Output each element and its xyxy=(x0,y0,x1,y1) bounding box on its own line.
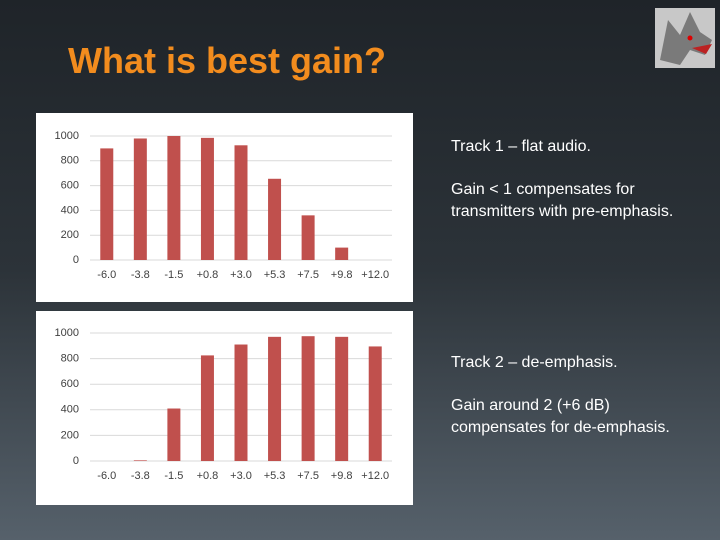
chart-box xyxy=(36,113,413,302)
x-tick-label: -1.5 xyxy=(164,470,183,482)
x-tick-label: +3.0 xyxy=(230,470,252,482)
x-tick-label: +3.0 xyxy=(230,269,252,281)
x-tick-label: +7.5 xyxy=(297,470,319,482)
bar xyxy=(268,336,282,461)
x-tick-label: +0.8 xyxy=(197,470,219,482)
y-tick-label: 1000 xyxy=(55,327,79,339)
x-tick-label: +5.3 xyxy=(264,269,286,281)
bar xyxy=(301,336,315,461)
y-tick-label: 0 xyxy=(73,254,79,266)
y-tick-label: 400 xyxy=(61,204,79,216)
x-tick-label: -1.5 xyxy=(164,269,183,281)
slide-title: What is best gain? xyxy=(68,40,387,81)
bar xyxy=(335,247,349,260)
bar xyxy=(200,137,214,260)
x-tick-label: -6.0 xyxy=(97,269,116,281)
x-tick-label: +7.5 xyxy=(297,269,319,281)
bar xyxy=(335,336,349,461)
bar xyxy=(133,460,147,461)
x-tick-label: -3.8 xyxy=(131,470,150,482)
bar xyxy=(200,355,214,461)
bar xyxy=(268,178,282,260)
bar xyxy=(133,138,147,260)
x-tick-label: +9.8 xyxy=(331,470,353,482)
x-tick-label: +9.8 xyxy=(331,269,353,281)
y-tick-label: 200 xyxy=(61,229,79,241)
bar xyxy=(100,148,114,260)
y-tick-label: 600 xyxy=(61,180,79,192)
text: Track 2 – de-emphasis. xyxy=(451,354,618,371)
x-tick-label: +12.0 xyxy=(361,269,389,281)
y-tick-label: 600 xyxy=(61,378,79,390)
bar xyxy=(301,215,315,260)
y-tick-label: 800 xyxy=(61,353,79,365)
x-tick-label: -6.0 xyxy=(97,470,116,482)
bar xyxy=(234,344,248,461)
y-tick-label: 400 xyxy=(61,404,79,416)
x-tick-label: +5.3 xyxy=(264,470,286,482)
x-tick-label: +12.0 xyxy=(361,470,389,482)
bar xyxy=(167,408,181,461)
chart-box xyxy=(36,311,413,505)
y-tick-label: 0 xyxy=(73,455,79,467)
x-tick-label: -3.8 xyxy=(131,269,150,281)
y-tick-label: 1000 xyxy=(55,130,79,142)
bar xyxy=(234,145,248,260)
wolf-icon xyxy=(655,8,715,68)
text: Track 1 – flat audio. xyxy=(451,138,591,155)
bar xyxy=(167,136,181,260)
bar xyxy=(368,346,382,461)
text: Gain around 2 (+6 dB) compensates for de… xyxy=(451,397,670,436)
y-tick-label: 800 xyxy=(61,155,79,167)
y-tick-label: 200 xyxy=(61,429,79,441)
x-tick-label: +0.8 xyxy=(197,269,219,281)
text: Gain < 1 compensates for transmitters wi… xyxy=(451,181,674,220)
